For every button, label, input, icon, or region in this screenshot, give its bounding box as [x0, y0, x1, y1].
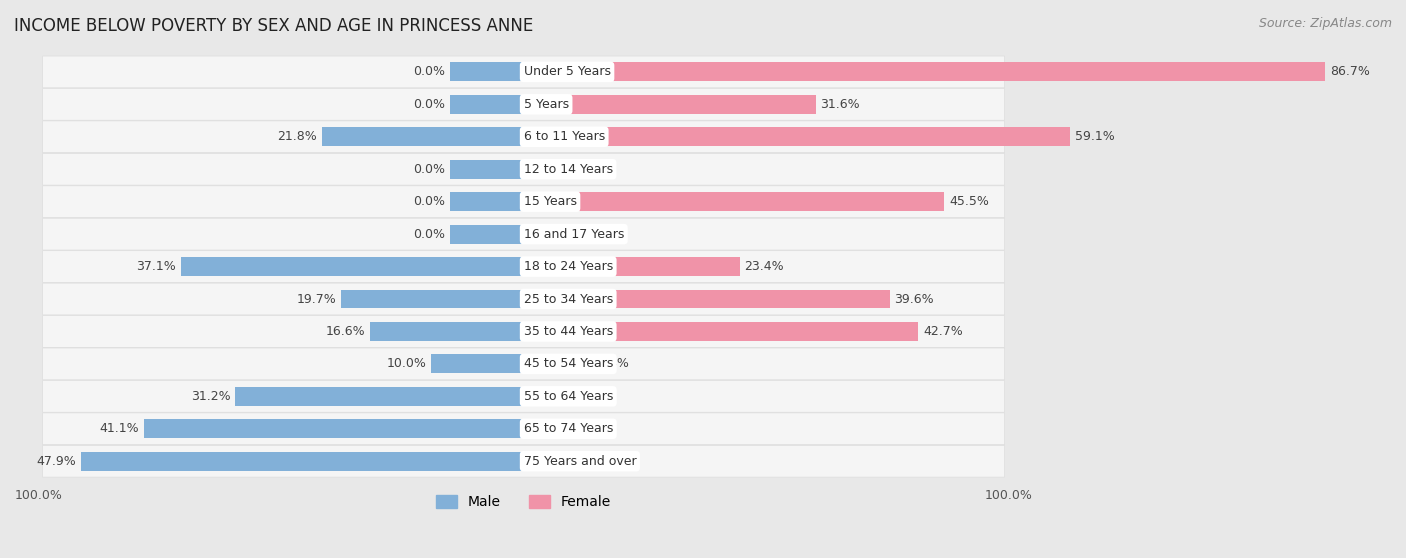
Text: 59.1%: 59.1%	[1074, 130, 1115, 143]
Text: 10.0%: 10.0%	[387, 358, 426, 371]
Text: 47.9%: 47.9%	[37, 455, 76, 468]
Bar	[523, 354, 592, 373]
Bar	[180, 257, 523, 276]
Bar	[523, 127, 1070, 146]
Text: 31.2%: 31.2%	[191, 390, 231, 403]
Bar	[523, 225, 569, 243]
FancyBboxPatch shape	[42, 153, 1004, 185]
Text: 41.1%: 41.1%	[100, 422, 139, 435]
Bar	[523, 95, 815, 114]
Bar	[370, 322, 523, 341]
Text: 0.0%: 0.0%	[413, 98, 444, 111]
Bar	[523, 452, 569, 470]
Text: 0.0%: 0.0%	[413, 195, 444, 208]
Legend: Male, Female: Male, Female	[430, 489, 617, 514]
FancyBboxPatch shape	[42, 316, 1004, 348]
Bar	[523, 62, 1326, 81]
Text: 15 Years: 15 Years	[523, 195, 576, 208]
Text: 0.0%: 0.0%	[575, 390, 606, 403]
Text: 0.0%: 0.0%	[413, 163, 444, 176]
Text: 0.0%: 0.0%	[575, 455, 606, 468]
Text: 31.6%: 31.6%	[821, 98, 860, 111]
Bar	[450, 225, 523, 243]
Bar	[523, 387, 569, 406]
FancyBboxPatch shape	[42, 445, 1004, 477]
Text: INCOME BELOW POVERTY BY SEX AND AGE IN PRINCESS ANNE: INCOME BELOW POVERTY BY SEX AND AGE IN P…	[14, 17, 533, 35]
Bar	[523, 257, 740, 276]
Bar	[342, 290, 523, 309]
FancyBboxPatch shape	[42, 381, 1004, 412]
Bar	[450, 160, 523, 179]
Bar	[523, 193, 945, 211]
Text: 0.0%: 0.0%	[413, 65, 444, 79]
Bar	[450, 193, 523, 211]
Text: 0.0%: 0.0%	[413, 228, 444, 240]
Bar	[143, 420, 523, 438]
Text: Source: ZipAtlas.com: Source: ZipAtlas.com	[1258, 17, 1392, 30]
Text: Under 5 Years: Under 5 Years	[523, 65, 610, 79]
Bar	[523, 420, 569, 438]
Text: 7.4%: 7.4%	[596, 358, 628, 371]
Text: 45 to 54 Years: 45 to 54 Years	[523, 358, 613, 371]
FancyBboxPatch shape	[42, 413, 1004, 445]
FancyBboxPatch shape	[42, 251, 1004, 282]
Bar	[523, 160, 569, 179]
Text: 75 Years and over: 75 Years and over	[523, 455, 636, 468]
Text: 35 to 44 Years: 35 to 44 Years	[523, 325, 613, 338]
Bar	[450, 95, 523, 114]
Text: 39.6%: 39.6%	[894, 292, 934, 306]
Text: 25 to 34 Years: 25 to 34 Years	[523, 292, 613, 306]
Text: 37.1%: 37.1%	[136, 260, 176, 273]
FancyBboxPatch shape	[42, 283, 1004, 315]
FancyBboxPatch shape	[42, 89, 1004, 120]
Text: 21.8%: 21.8%	[277, 130, 318, 143]
Text: 86.7%: 86.7%	[1330, 65, 1369, 79]
Text: 18 to 24 Years: 18 to 24 Years	[523, 260, 613, 273]
Text: 0.0%: 0.0%	[575, 228, 606, 240]
Text: 0.0%: 0.0%	[575, 422, 606, 435]
Bar	[322, 127, 523, 146]
FancyBboxPatch shape	[42, 218, 1004, 250]
FancyBboxPatch shape	[42, 348, 1004, 380]
Text: 0.0%: 0.0%	[575, 163, 606, 176]
Text: 100.0%: 100.0%	[984, 489, 1032, 502]
Text: 6 to 11 Years: 6 to 11 Years	[523, 130, 605, 143]
Bar	[450, 62, 523, 81]
Text: 12 to 14 Years: 12 to 14 Years	[523, 163, 613, 176]
Bar	[80, 452, 523, 470]
Bar	[523, 322, 918, 341]
Text: 23.4%: 23.4%	[745, 260, 785, 273]
Text: 42.7%: 42.7%	[924, 325, 963, 338]
Text: 16 and 17 Years: 16 and 17 Years	[523, 228, 624, 240]
FancyBboxPatch shape	[42, 121, 1004, 153]
Bar	[523, 290, 890, 309]
Bar	[235, 387, 523, 406]
FancyBboxPatch shape	[42, 56, 1004, 88]
Bar	[432, 354, 523, 373]
Text: 55 to 64 Years: 55 to 64 Years	[523, 390, 613, 403]
Text: 65 to 74 Years: 65 to 74 Years	[523, 422, 613, 435]
FancyBboxPatch shape	[42, 186, 1004, 218]
Text: 45.5%: 45.5%	[949, 195, 988, 208]
Text: 100.0%: 100.0%	[15, 489, 63, 502]
Text: 16.6%: 16.6%	[326, 325, 366, 338]
Text: 5 Years: 5 Years	[523, 98, 568, 111]
Text: 19.7%: 19.7%	[297, 292, 337, 306]
